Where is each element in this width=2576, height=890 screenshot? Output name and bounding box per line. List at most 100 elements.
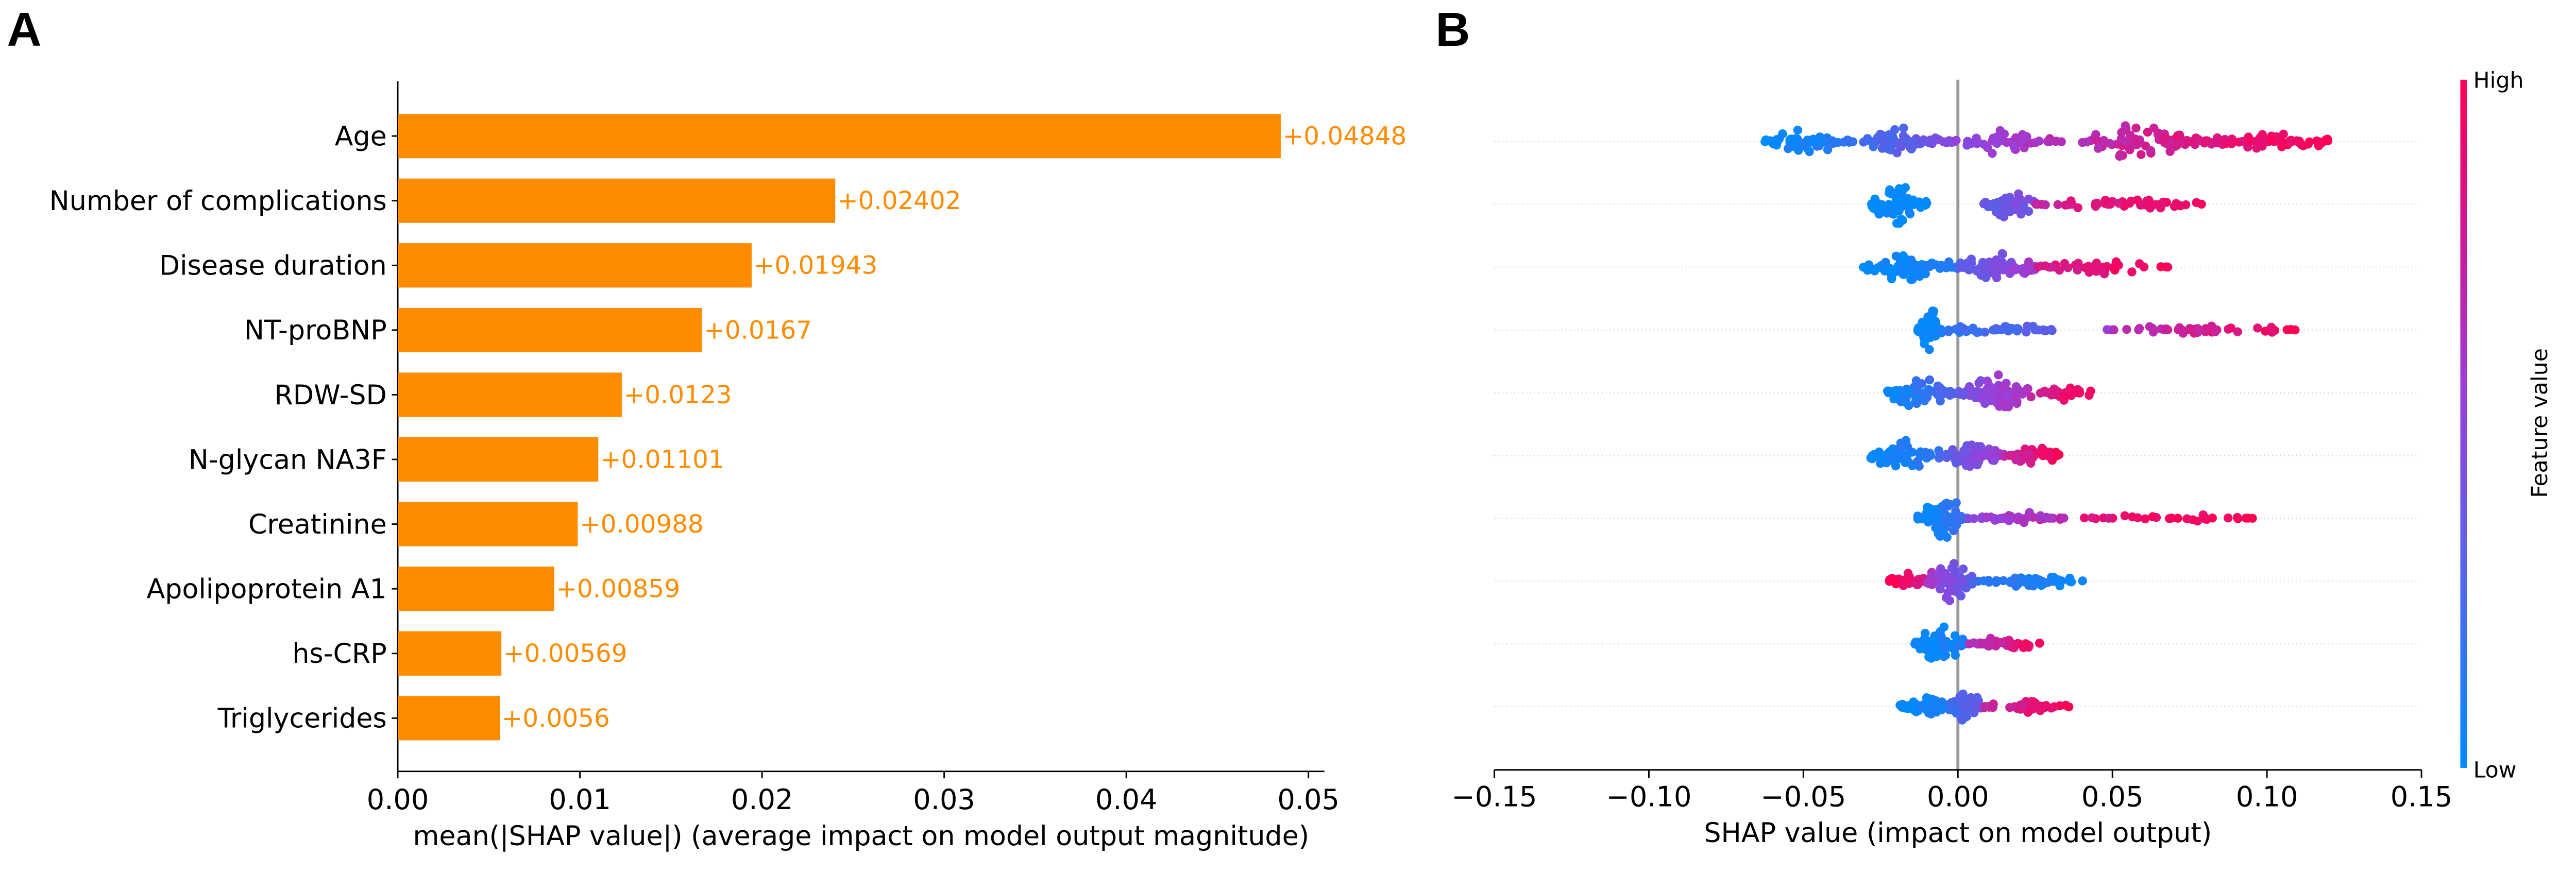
shap-point bbox=[2041, 261, 2050, 270]
shap-point bbox=[1884, 200, 1894, 209]
shap-point bbox=[2002, 322, 2011, 332]
shap-point bbox=[2165, 147, 2175, 156]
feature-label: hs-CRP bbox=[292, 639, 386, 670]
shap-point bbox=[2079, 513, 2089, 523]
shap-point bbox=[1947, 698, 1956, 707]
shap-point bbox=[2016, 210, 2026, 219]
shap-point bbox=[1913, 326, 1923, 335]
shap-point bbox=[2084, 390, 2094, 400]
value-label: +0.04848 bbox=[1283, 122, 1407, 151]
shap-point bbox=[1982, 143, 1992, 152]
shap-point bbox=[1949, 526, 1958, 536]
shap-point bbox=[1823, 145, 1833, 155]
shap-point bbox=[1924, 578, 1934, 588]
shap-point bbox=[1976, 393, 1985, 403]
shap-point bbox=[2074, 259, 2083, 268]
shap-point bbox=[2120, 136, 2129, 146]
shap-point bbox=[2022, 513, 2031, 522]
x-tick-label: 0.04 bbox=[1095, 783, 1158, 816]
shap-point bbox=[2005, 703, 2014, 712]
shap-point bbox=[2173, 514, 2182, 523]
shap-point bbox=[2022, 386, 2031, 395]
shap-point bbox=[1941, 593, 1951, 602]
bar bbox=[398, 567, 554, 611]
shap-point bbox=[2047, 514, 2056, 523]
x-tick-label: 0.00 bbox=[367, 783, 429, 816]
shap-point bbox=[1902, 575, 1911, 585]
x-tick-label: 0.01 bbox=[549, 783, 611, 816]
shap-point bbox=[2292, 136, 2301, 146]
shap-point bbox=[1924, 514, 1933, 523]
shap-point bbox=[2052, 388, 2061, 397]
value-label: +0.01943 bbox=[754, 251, 878, 280]
shap-point bbox=[1957, 263, 1967, 272]
shap-point bbox=[1891, 461, 1901, 471]
shap-point bbox=[2117, 128, 2126, 137]
shap-point bbox=[2104, 514, 2113, 523]
shap-point bbox=[2031, 199, 2041, 209]
shap-point bbox=[2128, 512, 2137, 522]
shap-point bbox=[2109, 325, 2119, 335]
feature-label: RDW-SD bbox=[274, 380, 386, 411]
shap-point bbox=[1925, 375, 1935, 385]
shap-point bbox=[2073, 203, 2082, 213]
shap-point bbox=[1828, 139, 1838, 148]
shap-point bbox=[1920, 635, 1929, 644]
x-tick-label: 0.05 bbox=[2081, 780, 2144, 813]
shap-point bbox=[1861, 262, 1870, 272]
shap-point bbox=[1894, 138, 1904, 148]
shap-point bbox=[2103, 325, 2112, 334]
shap-point bbox=[2026, 392, 2036, 402]
shap-point bbox=[2022, 132, 2031, 142]
shap-point bbox=[2078, 576, 2087, 586]
x-axis-title: SHAP value (impact on model output) bbox=[1704, 818, 2212, 849]
shap-point bbox=[1959, 449, 1969, 458]
shap-point bbox=[1994, 370, 2003, 380]
shap-point bbox=[1953, 514, 1962, 523]
shap-point bbox=[2202, 515, 2212, 524]
shap-point bbox=[1912, 399, 1921, 408]
shap-point bbox=[1964, 639, 1974, 648]
shap-point bbox=[1980, 199, 1990, 209]
shap-point bbox=[2005, 206, 2014, 215]
shap-point bbox=[1839, 138, 1849, 147]
shap-point bbox=[1952, 135, 1961, 145]
shap-point bbox=[2004, 516, 2014, 525]
shap-point bbox=[2182, 514, 2192, 523]
shap-point bbox=[1904, 207, 1914, 217]
shap-point bbox=[1973, 460, 1982, 470]
shap-point bbox=[1920, 200, 1929, 210]
shap-point bbox=[1892, 148, 1902, 158]
shap-point bbox=[2013, 387, 2023, 397]
shap-point bbox=[2053, 200, 2062, 210]
shap-point bbox=[1917, 379, 1926, 388]
x-tick-label: 0.10 bbox=[2236, 780, 2298, 813]
x-tick-label: 0.03 bbox=[913, 783, 975, 816]
bar bbox=[398, 631, 502, 676]
shap-point bbox=[1924, 652, 1934, 662]
shap-point bbox=[1915, 271, 1924, 281]
shap-point bbox=[2028, 321, 2038, 331]
shap-point bbox=[1936, 584, 1945, 594]
shap-point bbox=[1981, 273, 1991, 282]
shap-point bbox=[2018, 701, 2028, 711]
shap-point bbox=[1906, 143, 1915, 152]
shap-point bbox=[2049, 573, 2058, 582]
shap-point bbox=[2121, 121, 2130, 130]
shap-point bbox=[1976, 376, 1986, 385]
shap-point bbox=[2177, 325, 2187, 335]
shap-point bbox=[2023, 708, 2032, 717]
shap-point bbox=[1927, 139, 1937, 148]
shap-point bbox=[2024, 257, 2033, 267]
shap-point bbox=[2019, 201, 2029, 211]
shap-point bbox=[1973, 137, 1982, 147]
feature-label: Creatinine bbox=[248, 509, 387, 540]
feature-label: Disease duration bbox=[159, 251, 387, 282]
panel-label-a: A bbox=[7, 3, 42, 56]
shap-point bbox=[1981, 262, 1991, 272]
shap-point bbox=[1941, 263, 1951, 272]
shap-point bbox=[2009, 142, 2019, 151]
shap-point bbox=[1899, 251, 1908, 261]
shap-point bbox=[1904, 401, 1913, 410]
shap-point bbox=[2160, 135, 2169, 145]
